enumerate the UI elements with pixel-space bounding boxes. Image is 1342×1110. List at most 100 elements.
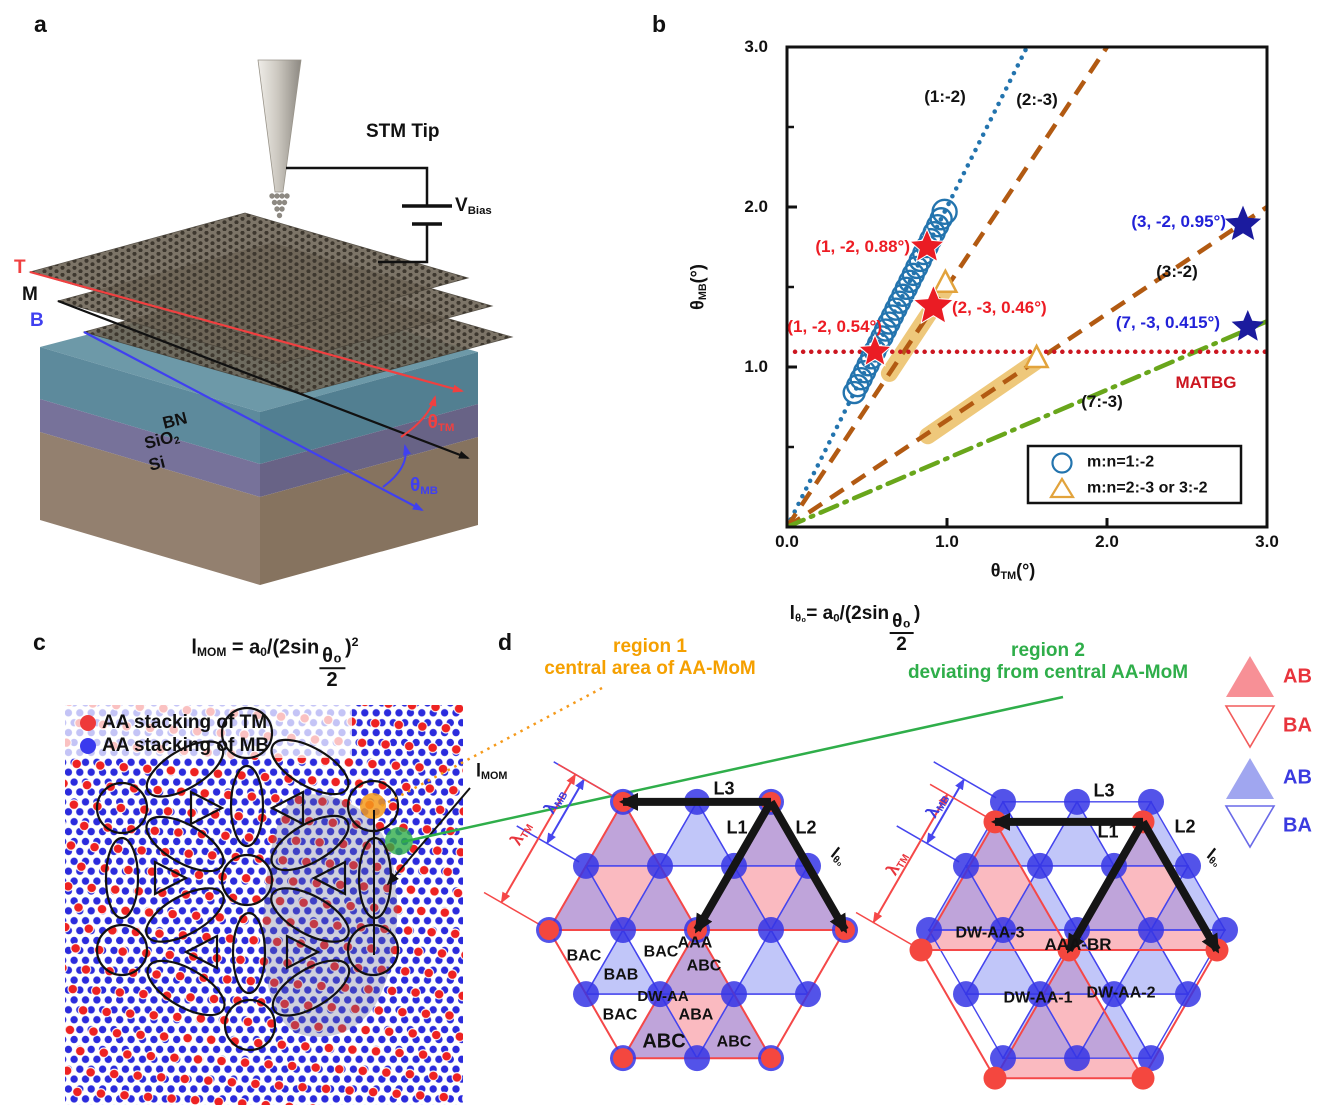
- sio2-layer-left: [40, 399, 260, 497]
- ratio-line-(7:-3): [787, 319, 1267, 527]
- vector-l1: [693, 799, 775, 934]
- mb-aa-dot: [758, 917, 784, 943]
- mb-ba-triangle: [1001, 929, 1079, 996]
- vector-l2: [1139, 819, 1221, 954]
- mb-aa-dot: [1138, 788, 1164, 815]
- domain-triangle: [183, 934, 219, 970]
- panel-a-illustration: [28, 59, 514, 585]
- gray-overlay-region: [262, 794, 398, 1038]
- data-circle: [931, 198, 958, 226]
- red-star: [908, 227, 946, 263]
- tm-aa-dot: [761, 1048, 781, 1069]
- domain-circle: [220, 853, 274, 907]
- lambda-tm-guide: [929, 783, 989, 819]
- tm-aa-dot: [613, 1048, 633, 1069]
- region2-connector-line: [401, 695, 1064, 844]
- lambda-mb-dim-arrow: [546, 778, 585, 845]
- mb-aa-dot: [990, 788, 1016, 815]
- domain-ellipse: [145, 815, 225, 873]
- tm-aa-dot: [1131, 1066, 1155, 1090]
- stm-tip-apex-atoms: [269, 193, 290, 219]
- stm-tip: [257, 59, 302, 193]
- t-axis-line: [29, 270, 464, 393]
- bn-layer-left: [40, 347, 260, 464]
- region2-spot: [385, 827, 413, 855]
- domain-ellipse: [231, 911, 267, 995]
- domain-circle: [95, 923, 149, 977]
- mb-aa-dot: [953, 852, 979, 879]
- c-legend-red-dot: [80, 715, 96, 731]
- mb-ba-triangle: [1149, 929, 1227, 996]
- sio2-layer-right: [260, 404, 478, 497]
- mb-aa-dot: [990, 1045, 1016, 1072]
- lambda-tm-guide: [557, 763, 617, 799]
- blue-star: [1231, 310, 1264, 341]
- panel-b-chart: [785, 45, 1270, 529]
- region1-spot: [360, 793, 386, 819]
- domain-ellipse: [270, 887, 350, 943]
- lambda-tm-guide: [855, 911, 915, 947]
- d-legend-ba-triangle: [1224, 805, 1276, 849]
- mb-aa-dot: [1064, 1045, 1090, 1072]
- mb-aa-dot: [1138, 1045, 1164, 1072]
- mb-ba-triangle: [658, 993, 736, 1060]
- mb-aa-dot: [1101, 981, 1127, 1008]
- domain-ellipse: [146, 959, 226, 1017]
- mb-ba-triangle: [1038, 993, 1116, 1060]
- mb-ba-triangle: [1112, 865, 1190, 932]
- tm-aa-dot: [909, 938, 933, 962]
- theta-tm-arc: [400, 395, 437, 438]
- domain-triangle: [311, 860, 347, 896]
- vector-l1: [1065, 819, 1147, 954]
- mb-ba-triangle: [584, 865, 662, 932]
- domain-triangle: [285, 934, 321, 970]
- mb-ba-triangle: [964, 993, 1042, 1060]
- tm-aa-dot: [983, 1066, 1007, 1090]
- lambda-mb-dim-arrow: [926, 778, 965, 845]
- mb-aa-dot: [990, 917, 1016, 943]
- domain-ellipse: [271, 959, 351, 1017]
- mb-ba-triangle: [1001, 801, 1079, 868]
- mb-ba-triangle: [1112, 993, 1190, 1060]
- panel-d-lattices: [483, 656, 1276, 1090]
- b-legend-triangle-marker: [1049, 476, 1075, 499]
- domain-circle: [95, 781, 149, 835]
- mb-ba-triangle: [927, 929, 1005, 996]
- circuit-wire-bottom: [378, 224, 429, 264]
- moire-red-superlattice: [65, 705, 463, 1105]
- mb-aa-dot: [1027, 981, 1053, 1008]
- si-layer-left: [40, 432, 260, 585]
- lambda-tm-guide: [483, 891, 543, 927]
- data-triangle: [932, 268, 959, 294]
- red-star: [912, 283, 955, 325]
- mb-aa-dot: [610, 917, 636, 943]
- lambda-mb-guide: [516, 825, 580, 863]
- domain-ellipse: [145, 887, 225, 943]
- domain-ellipse: [145, 740, 225, 798]
- b-axis-line: [83, 331, 424, 511]
- domain-triangle: [269, 790, 305, 826]
- lambda-tm-dim-arrow: [872, 793, 949, 924]
- mb-ba-triangle: [964, 865, 1042, 932]
- si-layer-right: [260, 437, 478, 585]
- mb-aa-dot: [953, 981, 979, 1008]
- mb-aa-dot: [573, 981, 599, 1008]
- mb-aa-dot: [1027, 852, 1053, 879]
- mb-aa-dot: [916, 917, 942, 943]
- mb-aa-dot: [1064, 788, 1090, 815]
- mb-aa-dot: [1175, 852, 1201, 879]
- mb-aa-dot: [647, 981, 673, 1008]
- mb-aa-dot: [1175, 981, 1201, 1008]
- domain-circle: [220, 706, 274, 760]
- b-legend-circle-marker: [1051, 452, 1073, 474]
- domain-triangle: [153, 860, 189, 896]
- blue-star: [1224, 205, 1262, 240]
- mb-ba-triangle: [1075, 929, 1153, 996]
- mb-aa-dot: [684, 1045, 710, 1072]
- ratio-line-(1:-2): [787, 47, 1030, 527]
- theta-mb-arc: [382, 444, 411, 488]
- domain-ellipse: [229, 764, 265, 848]
- domain-ellipse: [270, 738, 350, 796]
